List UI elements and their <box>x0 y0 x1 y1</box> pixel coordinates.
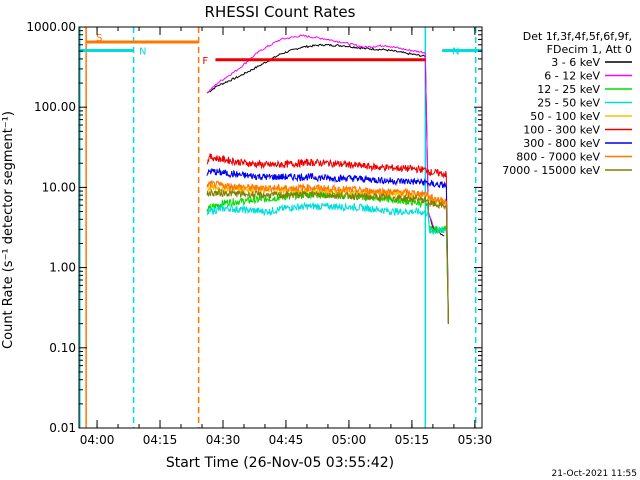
interval-annotations: S N N F <box>79 33 482 67</box>
series-line <box>206 187 449 324</box>
series-lines <box>206 34 449 324</box>
x-tick-label: 05:30 <box>458 433 493 447</box>
x-tick-label: 04:45 <box>269 433 304 447</box>
x-tick-label: 04:00 <box>80 433 115 447</box>
y-axis: 1000.00 100.00 10.00 1.00 0.10 0.01 <box>26 20 482 435</box>
x-tick-label: 05:00 <box>332 433 367 447</box>
y-tick-label: 0.10 <box>49 341 76 355</box>
interval-label: S <box>96 33 102 44</box>
x-tick-label: 04:15 <box>143 433 178 447</box>
footer-timestamp: 21-Oct-2021 11:55 <box>552 469 637 479</box>
series-line <box>206 167 449 324</box>
plot-area: S N N F <box>79 27 482 428</box>
series-line <box>206 153 449 324</box>
legend-label: 800 - 7000 keV <box>516 151 600 164</box>
interval-label: N <box>452 46 459 57</box>
time-markers <box>79 27 477 428</box>
y-tick-label: 1000.00 <box>26 20 76 34</box>
legend-label: 25 - 50 keV <box>537 97 600 110</box>
x-axis: 04:00 04:15 04:30 04:45 05:00 05:15 05:30 <box>80 27 492 447</box>
series-line <box>206 201 449 324</box>
chart-title: RHESSI Count Rates <box>205 3 356 21</box>
series-line <box>206 179 449 324</box>
interval-label: N <box>139 46 146 57</box>
y-tick-label: 1.00 <box>49 261 76 275</box>
y-tick-label: 10.00 <box>42 180 76 194</box>
legend-label: 3 - 6 keV <box>551 56 600 69</box>
legend-label: 12 - 25 keV <box>537 83 600 96</box>
plot-frame <box>78 26 483 429</box>
legend-label: 300 - 800 keV <box>523 137 600 150</box>
legend-label: 50 - 100 keV <box>530 110 600 123</box>
legend-label: 6 - 12 keV <box>544 70 600 83</box>
x-tick-label: 05:15 <box>395 433 430 447</box>
x-tick-label: 04:30 <box>206 433 241 447</box>
x-axis-label: Start Time (26-Nov-05 03:55:42) <box>166 455 394 471</box>
y-tick-label: 100.00 <box>34 100 76 114</box>
series-line <box>206 34 445 234</box>
y-tick-label: 0.01 <box>49 421 76 435</box>
legend: Det 1f,3f,4f,5f,6f,9f, FDecim 1, Att 0 3… <box>502 30 632 177</box>
legend-header-line-1: Det 1f,3f,4f,5f,6f,9f, <box>523 30 632 43</box>
legend-label: 7000 - 15000 keV <box>502 164 600 177</box>
series-line <box>206 43 445 237</box>
y-axis-label: Count Rate (s⁻¹ detector segment⁻¹) <box>1 111 16 349</box>
interval-label: F <box>202 56 208 67</box>
legend-label: 100 - 300 keV <box>523 124 600 137</box>
legend-header-line-2: FDecim 1, Att 0 <box>547 43 632 56</box>
